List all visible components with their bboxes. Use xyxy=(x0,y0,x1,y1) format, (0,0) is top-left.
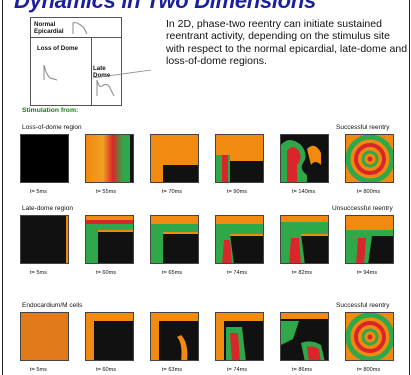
frame-time-label: t= 74ms xyxy=(227,270,248,276)
simulation-frame xyxy=(20,134,69,183)
frame-time-label: t= 94ms xyxy=(357,270,378,276)
frame-time-label: t= 90ms xyxy=(227,189,248,195)
simulation-frame xyxy=(150,134,199,183)
row-2-label: Late-dome region xyxy=(22,205,73,212)
simulation-frame xyxy=(280,215,329,264)
stimulation-heading: Stimulation from: xyxy=(22,107,79,114)
simulation-frame xyxy=(20,312,69,361)
row-3-result: Successful reentry xyxy=(336,302,390,309)
row-1-label: Loss-of-dome region xyxy=(22,124,82,131)
simulation-frame xyxy=(345,134,394,183)
frame-time-label: t= 5ms xyxy=(30,367,47,373)
simulation-frame xyxy=(345,215,394,264)
frame-time-label: t= 5ms xyxy=(30,270,47,276)
frame-time-label: t= 82ms xyxy=(292,270,313,276)
frame-time-label: t= 70ms xyxy=(162,189,183,195)
frame-time-label: t= 5ms xyxy=(30,189,47,195)
simulation-frame xyxy=(150,215,199,264)
normal-epicardial-label: Normal Epicardial xyxy=(34,21,64,35)
frame-time-label: t= 60ms xyxy=(96,367,117,373)
frame-time-label: t= 60ms xyxy=(96,270,117,276)
loss-of-dome-label: Loss of Dome xyxy=(37,45,78,52)
simulation-frame xyxy=(215,215,264,264)
simulation-frame xyxy=(345,312,394,361)
simulation-frame xyxy=(280,312,329,361)
simulation-frame xyxy=(85,215,134,264)
late-dome-label: Late Dome xyxy=(93,65,111,79)
diagram-divider-vertical xyxy=(91,37,92,105)
diagram-divider-horizontal xyxy=(31,37,121,38)
frame-time-label: t= 86ms xyxy=(292,367,313,373)
frame-time-label: t= 800ms xyxy=(357,189,381,195)
row-1-result: Successful reentry xyxy=(336,124,390,131)
frame-time-label: t= 55ms xyxy=(96,189,117,195)
frame-time-label: t= 65ms xyxy=(162,270,183,276)
left-border-line xyxy=(2,0,3,375)
late-dome-action-potential-icon xyxy=(96,79,115,97)
frame-time-label: t= 74ms xyxy=(227,367,248,373)
right-border-line xyxy=(409,0,410,375)
slide-title: Dynamics in Two Dimensions xyxy=(14,0,316,13)
tissue-region-diagram: Normal Epicardial Loss of Dome Late Dome xyxy=(30,17,122,106)
loss-of-dome-action-potential-icon xyxy=(43,64,58,81)
frame-time-label: t= 63ms xyxy=(162,367,183,373)
simulation-frame xyxy=(215,312,264,361)
simulation-frame xyxy=(280,134,329,183)
normal-action-potential-icon xyxy=(72,22,88,35)
diagram-pointer-arrow xyxy=(92,69,152,79)
simulation-frame xyxy=(150,312,199,361)
row-2-result: Unsuccessful reentry xyxy=(332,205,393,212)
frame-time-label: t= 800ms xyxy=(357,367,381,373)
frame-time-label: t= 140ms xyxy=(292,189,316,195)
simulation-frame xyxy=(85,312,134,361)
simulation-frame xyxy=(85,134,134,183)
simulation-frame xyxy=(215,134,264,183)
simulation-frame xyxy=(20,215,69,264)
row-3-label: Endocardium/M cells xyxy=(22,302,83,309)
description-text: In 2D, phase-two reentry can initiate su… xyxy=(166,18,408,68)
